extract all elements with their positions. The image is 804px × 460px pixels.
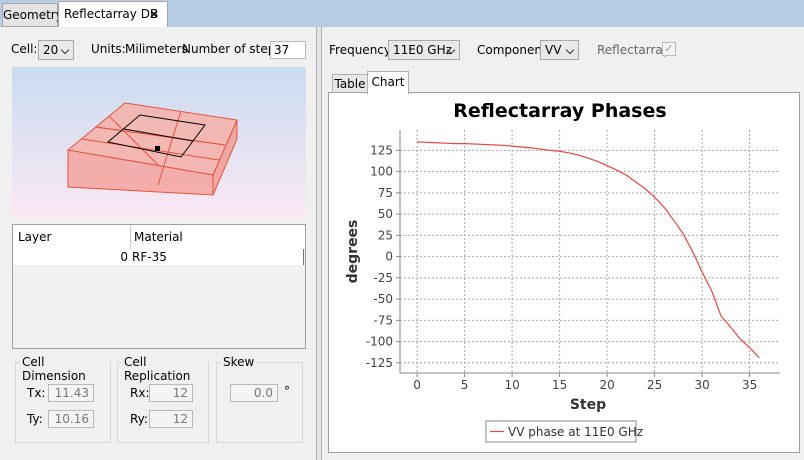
y-tick-label: -125 — [366, 356, 393, 370]
3d-view[interactable] — [12, 67, 306, 218]
group-title: Cell Replication — [122, 355, 208, 383]
series-line — [417, 141, 760, 359]
label: Cell: — [11, 42, 38, 56]
y-axis-label: degrees — [345, 220, 361, 284]
cell-line — [95, 126, 226, 146]
tab[interactable]: Geometry — [2, 3, 63, 27]
table-row[interactable] — [13, 249, 304, 265]
y-tick-label: -25 — [373, 271, 393, 285]
cell-marker — [155, 146, 160, 151]
cell-line — [108, 115, 159, 166]
checkbox[interactable]: ✓ — [662, 42, 676, 56]
skew-input: 0.0 — [230, 384, 278, 402]
x-axis-label: Step — [570, 397, 606, 413]
group-box: Cell Replication Rx: 12 Ry: 12 — [117, 355, 209, 443]
splitter[interactable] — [316, 27, 322, 460]
units-value: Milimeters — [125, 42, 188, 56]
ty-input: 10.16 — [48, 410, 94, 428]
x-tick-label: 25 — [647, 378, 662, 392]
chart-title: Reflectarray Phases — [453, 100, 666, 122]
cell-line — [157, 110, 182, 186]
x-tick-label: 10 — [504, 378, 519, 392]
label: Ty: — [27, 412, 43, 426]
y-tick-label: 75 — [378, 186, 393, 200]
label: Number of steps: — [182, 42, 286, 56]
group-box: Skew 0.0 ° — [216, 355, 303, 443]
label: Rx: — [130, 386, 150, 400]
cell-outline — [106, 114, 206, 158]
y-tick-label: 50 — [378, 207, 393, 221]
y-tick-label: 100 — [370, 165, 393, 179]
y-tick-label: -50 — [373, 292, 393, 306]
x-tick-label: 15 — [552, 378, 567, 392]
plot-area — [400, 130, 780, 373]
group-title: Skew — [221, 355, 257, 369]
label: Ry: — [130, 412, 148, 426]
tab-active[interactable]: Reflectarray DB × — [58, 1, 168, 27]
layer-table: Layer Material 0 RF-35 — [12, 224, 306, 349]
y-tick-label: 125 — [370, 143, 393, 157]
label: Frequency: — [329, 43, 395, 57]
column-header: Layer — [18, 230, 52, 244]
legend-label: VV phase at 11E0 GHz — [508, 425, 643, 439]
column-divider — [130, 225, 131, 265]
cell-select[interactable]: 20 — [38, 40, 74, 60]
ry-input: 12 — [149, 410, 193, 428]
x-tick-label: 30 — [694, 378, 709, 392]
group-box: Cell Dimension Tx: 11.43 Ty: 10.16 — [15, 355, 111, 443]
label: Tx: — [27, 386, 46, 400]
steps-input[interactable]: 37 — [270, 41, 306, 59]
column-header: Material — [134, 230, 183, 244]
y-tick-label: -100 — [366, 335, 393, 349]
close-button[interactable]: × — [149, 7, 160, 21]
x-tick-label: 0 — [413, 378, 421, 392]
y-tick-label: 0 — [385, 250, 393, 264]
component-select[interactable]: VV — [540, 40, 579, 60]
label: Units: — [91, 42, 126, 56]
tab-label: Reflectarray DB — [64, 7, 159, 21]
x-tick-label: 5 — [461, 378, 469, 392]
frequency-select[interactable]: 11E0 GHz — [388, 40, 460, 60]
y-tick-label: 25 — [378, 228, 393, 242]
view-tab-active[interactable]: Chart — [367, 71, 409, 94]
label: Component: — [477, 43, 551, 57]
cell-line — [81, 138, 220, 161]
x-tick-label: 20 — [599, 378, 614, 392]
unit: ° — [284, 384, 290, 398]
label: Reflectarray — [597, 43, 670, 57]
cell: RF-35 — [132, 250, 167, 264]
tx-input: 11.43 — [48, 384, 94, 402]
y-tick-label: -75 — [373, 313, 393, 327]
slab-top — [66, 102, 238, 176]
rx-input: 12 — [149, 384, 193, 402]
x-tick-label: 35 — [742, 378, 757, 392]
cell-outline — [123, 128, 194, 142]
legend-box — [485, 420, 637, 443]
group-title: Cell Dimension — [20, 355, 110, 383]
cell: 0 — [120, 250, 128, 264]
